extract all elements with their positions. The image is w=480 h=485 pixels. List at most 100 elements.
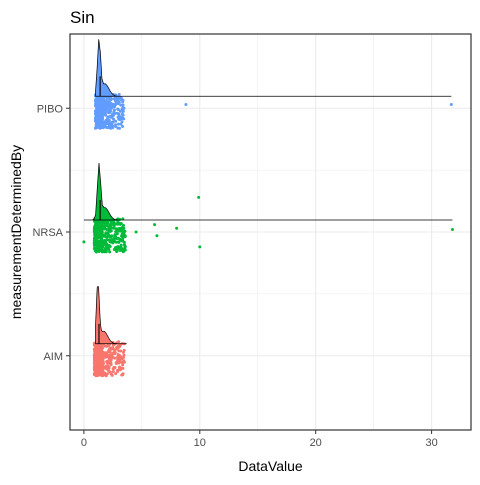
data-point (113, 108, 117, 112)
data-point (122, 117, 126, 121)
raindrop-points-nrsa (82, 195, 454, 254)
data-point (107, 123, 111, 127)
data-point (107, 238, 111, 242)
data-point (95, 349, 99, 353)
data-point (110, 353, 114, 357)
data-point (103, 122, 107, 126)
data-point (114, 123, 118, 127)
data-point (121, 250, 125, 254)
data-point (92, 347, 96, 351)
data-point (104, 374, 108, 378)
data-point (109, 98, 113, 102)
data-point (95, 97, 99, 101)
x-tick-label: 20 (310, 437, 322, 449)
data-point (116, 344, 120, 348)
data-point (93, 353, 97, 357)
data-point (93, 249, 97, 253)
data-point (114, 227, 118, 231)
data-point (119, 222, 123, 226)
data-point (96, 360, 100, 364)
data-point (110, 234, 114, 238)
data-point (94, 238, 98, 242)
data-point (118, 126, 122, 130)
data-point (113, 366, 117, 370)
data-point (105, 102, 109, 106)
data-point (96, 364, 100, 368)
data-point (118, 245, 122, 249)
data-point (119, 117, 123, 121)
outlier-point (184, 103, 188, 107)
data-point (118, 368, 122, 372)
data-point (97, 246, 101, 250)
data-point (118, 353, 122, 357)
data-point (111, 112, 115, 116)
data-point (111, 126, 115, 130)
data-point (97, 249, 101, 253)
data-point (121, 100, 125, 104)
data-point (107, 369, 111, 373)
data-point (119, 349, 123, 353)
data-point (98, 367, 102, 371)
data-point (117, 226, 121, 230)
data-point (112, 97, 116, 101)
data-point (106, 353, 110, 357)
data-point (111, 370, 115, 374)
data-point (119, 103, 123, 107)
data-point (115, 245, 119, 249)
data-point (117, 92, 121, 96)
data-point (121, 236, 125, 240)
data-point (96, 353, 100, 357)
data-point (98, 122, 102, 126)
data-point (93, 241, 97, 245)
y-tick-label: PIBO (37, 103, 64, 115)
data-point (105, 235, 109, 239)
plot-marks (82, 39, 454, 378)
outlier-point (197, 195, 201, 199)
outlier-point (82, 240, 86, 244)
data-point (102, 240, 106, 244)
data-point (109, 115, 113, 119)
data-point (105, 238, 109, 242)
data-point (112, 226, 116, 230)
data-point (120, 360, 124, 364)
data-point (121, 372, 125, 376)
data-point (97, 371, 101, 375)
data-point (119, 98, 123, 102)
data-point (101, 359, 105, 363)
data-point (105, 97, 109, 101)
data-point (122, 106, 126, 110)
data-point (115, 232, 119, 236)
data-point (112, 117, 116, 121)
raindrop-points-pibo (93, 92, 453, 130)
data-point (117, 340, 121, 344)
data-point (109, 361, 113, 365)
data-point (123, 245, 127, 249)
data-point (122, 360, 126, 364)
chart-title: Sin (70, 8, 95, 27)
data-point (116, 115, 120, 119)
data-point (113, 239, 117, 243)
data-point (122, 353, 126, 357)
data-point (106, 116, 110, 120)
data-point (102, 243, 106, 247)
data-point (116, 108, 120, 112)
data-point (111, 102, 115, 106)
data-point (100, 355, 104, 359)
data-point (115, 360, 119, 364)
x-tick-label: 30 (425, 437, 437, 449)
data-point (102, 227, 106, 231)
y-tick-label: AIM (43, 351, 63, 363)
data-point (104, 364, 108, 368)
data-point (94, 117, 98, 121)
data-point (104, 125, 108, 129)
data-point (117, 122, 121, 126)
data-point (95, 357, 99, 361)
data-point (122, 226, 126, 230)
data-point (113, 236, 117, 240)
outlier-point (450, 228, 454, 232)
data-point (99, 364, 103, 368)
data-point (121, 217, 125, 221)
